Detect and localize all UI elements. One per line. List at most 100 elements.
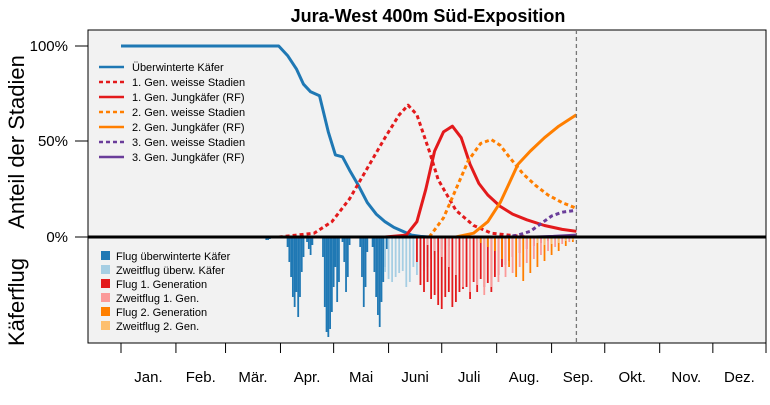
flight-bar-8-7: [440, 237, 443, 309]
flight-bar-3-9: [338, 237, 340, 282]
flight-bar-1-5: [295, 237, 298, 292]
legend-line-label-0: Überwinterte Käfer: [132, 62, 224, 74]
flight-bar-4-1: [343, 237, 346, 262]
flight-bar-8-1: [419, 237, 422, 285]
flight-bar-9-3: [447, 237, 450, 267]
flight-bar-10-3: [501, 237, 503, 259]
flight-bar-7-0: [384, 237, 386, 272]
flight-bar-10-10: [550, 237, 553, 255]
flight-bar-8-18: [479, 237, 482, 279]
flight-bar-9-10: [497, 237, 500, 282]
flight-bar-7-4: [398, 237, 401, 273]
ylabel-top: Anteil der Stadien: [4, 55, 29, 229]
month-axis: Jan. Feb. Mär. Apr. Mai Juni Juli Aug. Sep. Okt. N…: [120, 343, 767, 386]
flight-bar-10-0: [479, 237, 482, 243]
flight-bar-9-6: [469, 237, 471, 292]
month-label-5: Juni: [401, 369, 429, 386]
legend-flight-label-2: Flug 1. Generation: [116, 279, 207, 291]
flight-bar-9-4: [455, 237, 457, 275]
flight-bar-8-12: [458, 237, 461, 292]
flight-bar-2-1: [307, 237, 310, 249]
legend-flight-label-3: Zweitflug 1. Gen.: [116, 293, 199, 305]
flight-bars: [265, 237, 574, 337]
month-label-6: Juli: [458, 369, 481, 386]
legend-flight-swatch-3: [101, 293, 110, 302]
flight-bar-8-6: [437, 237, 440, 305]
flight-bar-10-7: [529, 237, 532, 273]
flight-bar-9-11: [504, 237, 507, 277]
flight-bar-9-9: [490, 237, 493, 287]
flight-bar-3-1: [323, 237, 326, 307]
flight-bar-9-1: [433, 237, 436, 251]
flight-bar-8-3: [426, 237, 429, 282]
flight-bar-6-3: [377, 237, 379, 315]
flight-bar-3-4: [329, 237, 331, 329]
flight-bar-8-8: [444, 237, 447, 297]
flight-bar-1-9: [302, 237, 305, 257]
flight-bar-7-7: [408, 237, 411, 282]
flight-bar-2-3: [311, 237, 314, 245]
flight-bar-10-12: [564, 237, 567, 246]
month-label-0: Jan.: [134, 369, 162, 386]
flight-bar-8-10: [451, 237, 454, 307]
legend-flight-label-0: Flug überwinterte Käfer: [116, 251, 231, 263]
flight-bar-9-13: [518, 237, 521, 267]
flight-bar-3-6: [332, 237, 335, 287]
legend-flight-swatch-5: [101, 321, 110, 330]
flight-bar-9-12: [511, 237, 514, 273]
flight-bar-6-1: [373, 237, 376, 272]
flight-bar-10-1: [486, 237, 489, 247]
flight-bar-10-8: [536, 237, 539, 267]
flight-bar-2-0: [306, 237, 308, 242]
ytick-0: 0%: [46, 229, 68, 246]
legend-flight-swatch-0: [101, 251, 110, 260]
flight-bar-10-9: [543, 237, 546, 261]
flight-bar-3-2: [325, 237, 328, 332]
flight-bar-6-2: [375, 237, 378, 297]
month-label-1: Feb.: [186, 369, 216, 386]
legend-flight-swatch-2: [101, 279, 110, 288]
legend-flight: Flug überwinterte Käfer Zweitflug überw.…: [101, 251, 231, 333]
chart-title: Jura-West 400m Süd-Exposition: [291, 6, 566, 26]
flight-bar-6-8: [385, 237, 388, 249]
flight-bar-1-6: [297, 237, 300, 317]
month-label-4: Mai: [349, 369, 373, 386]
month-label-3: Apr.: [294, 369, 321, 386]
month-label-8: Sep.: [563, 369, 594, 386]
flight-bar-10-6: [522, 237, 525, 281]
flight-bar-6-5: [380, 237, 383, 302]
flight-bar-5-0: [359, 237, 362, 247]
flight-bar-8-2: [423, 237, 425, 292]
flight-bar-9-20: [568, 237, 571, 242]
flight-bar-9-15: [532, 237, 535, 259]
flight-bar-11-2: [550, 237, 553, 244]
flight-bar-9-5: [462, 237, 464, 287]
legend-line-label-2: 1. Gen. Jungkäfer (RF): [132, 92, 245, 104]
flight-bar-11-4: [564, 237, 567, 241]
legend-flight-label-5: Zweitflug 2. Gen.: [116, 321, 199, 333]
legend-line-label-1: 1. Gen. weisse Stadien: [132, 77, 245, 89]
flight-bar-3-3: [327, 237, 330, 337]
flight-bar-8-14: [465, 237, 468, 287]
flight-bar-11-3: [557, 237, 560, 243]
flight-bar-4-4: [348, 237, 351, 245]
legend-line-label-3: 2. Gen. weisse Stadien: [132, 107, 245, 119]
ylabel-bottom: Käferflug: [4, 258, 29, 346]
flight-bar-6-6: [382, 237, 385, 282]
flight-bar-7-5: [401, 237, 404, 271]
flight-bar-8-4: [430, 237, 432, 299]
series-line-4: [455, 113, 578, 239]
flight-bar-1-4: [293, 237, 296, 307]
flight-bar-5-3: [364, 237, 367, 287]
flight-bar-7-3: [394, 237, 397, 277]
flight-bar-7-8: [412, 237, 415, 267]
legend-flight-swatch-4: [101, 307, 110, 316]
legend-flight-label-4: Flug 2. Generation: [116, 307, 207, 319]
month-label-7: Aug.: [509, 369, 540, 386]
flight-bar-9-17: [547, 237, 549, 251]
ytick-100: 100%: [30, 38, 68, 55]
flight-bar-8-20: [486, 237, 489, 283]
flight-bar-9-7: [476, 237, 479, 285]
flight-bar-9-14: [525, 237, 528, 263]
